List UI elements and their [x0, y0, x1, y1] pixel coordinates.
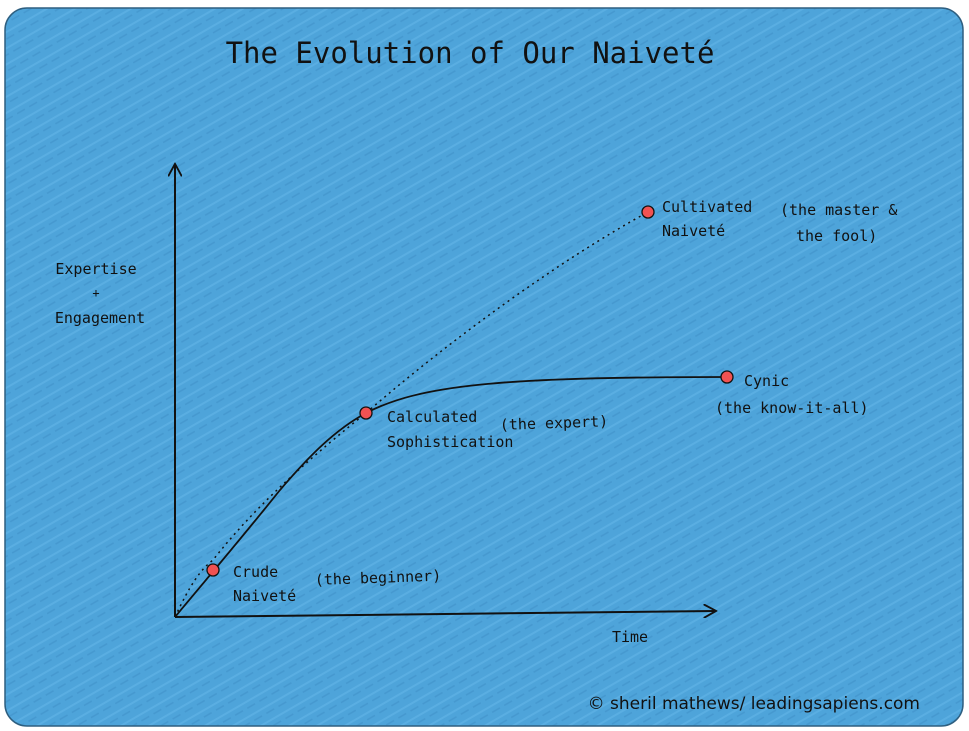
- y-axis-label: Engagement: [55, 309, 145, 327]
- node-point: [359, 406, 373, 420]
- node-label: Cynic: [744, 372, 789, 390]
- node-note: the fool): [796, 227, 877, 245]
- node-note: (the beginner): [315, 567, 442, 589]
- background: [4, 7, 964, 727]
- node-label: Cultivated: [662, 198, 752, 216]
- node-note: (the know-it-all): [715, 399, 869, 417]
- y-axis-label: +: [92, 286, 99, 300]
- node-label: Naiveté: [662, 222, 725, 240]
- credit: © sheril mathews/ leadingsapiens.com: [588, 694, 920, 714]
- title: The Evolution of Our Naiveté: [226, 36, 715, 70]
- node-point: [206, 563, 220, 577]
- node-label: Calculated: [387, 408, 477, 426]
- x-axis-label: Time: [612, 628, 648, 646]
- node-label: Naiveté: [233, 587, 296, 605]
- node-label: Sophistication: [387, 433, 513, 451]
- cynic-curve: [174, 376, 728, 618]
- node-note: (the expert): [500, 412, 609, 434]
- node-note: (the master &: [780, 201, 897, 219]
- node-point: [720, 370, 734, 384]
- node-point: [641, 205, 655, 219]
- y-axis-label: Expertise: [55, 260, 136, 278]
- x-axis: [174, 611, 715, 617]
- node-label: Crude: [233, 563, 278, 581]
